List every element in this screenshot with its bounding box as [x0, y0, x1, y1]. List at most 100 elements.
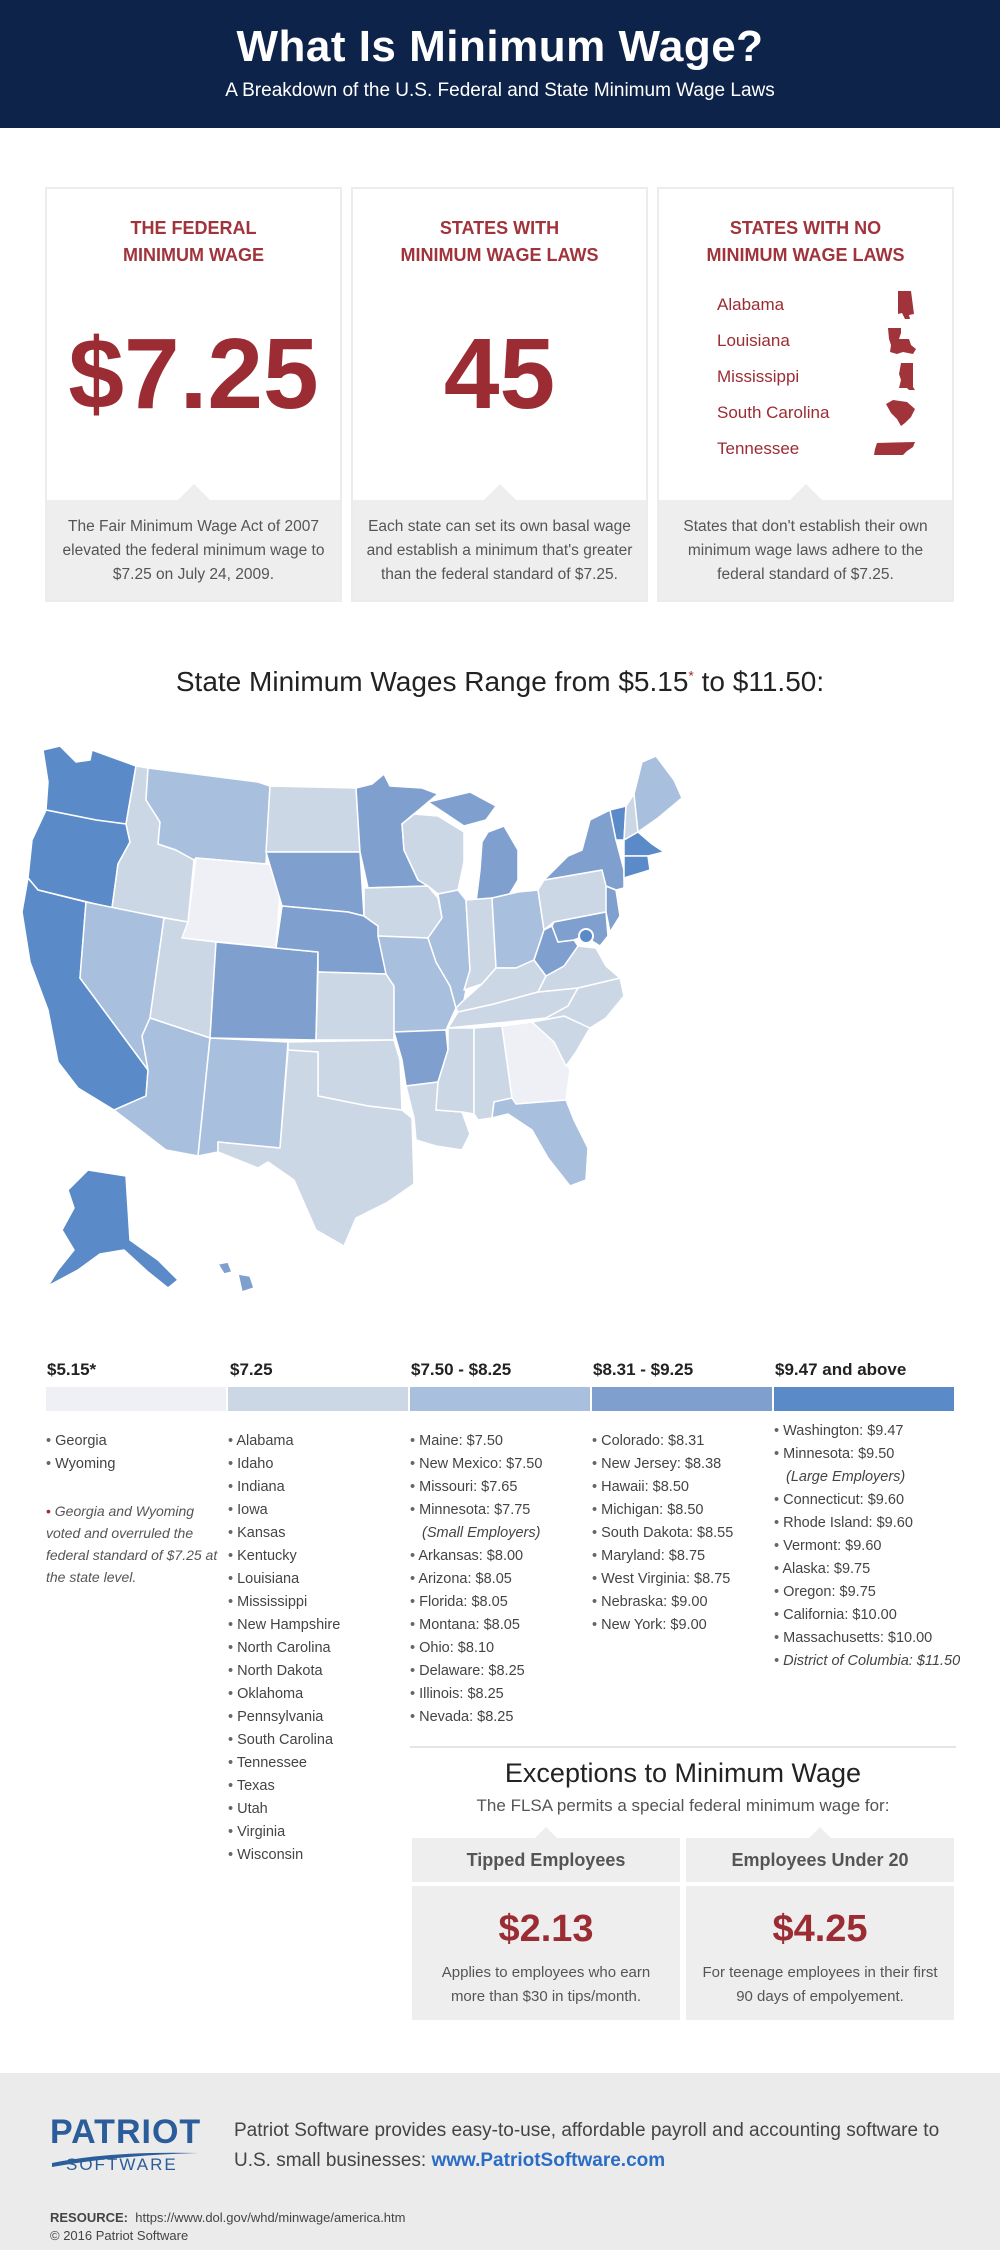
list-item: Oregon: $9.75 [774, 1581, 960, 1604]
states-no-laws-card: STATES WITH NO MINIMUM WAGE LAWS Alabama… [657, 187, 954, 602]
list-item: Massachusetts: $10.00 [774, 1627, 960, 1650]
list-item: Nevada: $8.25 [410, 1706, 542, 1729]
list-item: Louisiana [717, 323, 917, 359]
list-item: South Carolina [228, 1729, 340, 1752]
tipped-wage-value: $2.13 [498, 1908, 594, 1950]
list-item: Alabama [717, 287, 917, 323]
map-state-new-jersey [605, 885, 621, 933]
legend-tier4-list: Colorado: $8.31 New Jersey: $8.38 Hawaii… [592, 1430, 733, 1637]
tennessee-shape-icon [874, 442, 915, 455]
list-item: Montana: $8.05 [410, 1614, 542, 1637]
legend-tier3-label: $7.50 - $8.25 [411, 1360, 512, 1379]
list-item: Mississippi [228, 1591, 340, 1614]
map-state-maine [633, 755, 683, 833]
legend-tier3-swatch [410, 1387, 590, 1411]
list-item: Georgia [46, 1430, 115, 1453]
patriot-software-link[interactable]: www.PatriotSoftware.com [431, 2150, 666, 2171]
no-law-states-list: Alabama Louisiana Mississippi South Caro… [717, 287, 917, 467]
map-state-north-carolina [531, 977, 625, 1029]
page-header: What Is Minimum Wage? A Breakdown of the… [0, 0, 1000, 128]
list-item: Mississippi [717, 359, 917, 395]
list-item: Rhode Island: $9.60 [774, 1512, 960, 1535]
map-state-colorado [209, 941, 319, 1041]
patriot-logo[interactable]: PATRIOT [50, 2113, 202, 2151]
list-item: Arizona: $8.05 [410, 1568, 542, 1591]
map-state-new-york [543, 809, 625, 891]
list-item: Minnesota: $9.50 [774, 1443, 960, 1466]
legend-tier3-list: Maine: $7.50 New Mexico: $7.50 Missouri:… [410, 1430, 542, 1729]
resource-url[interactable]: https://www.dol.gov/whd/minwage/america.… [135, 2210, 406, 2225]
legend-tier1-list: Georgia Wyoming [46, 1430, 115, 1476]
page-title: What Is Minimum Wage? [236, 22, 764, 71]
map-state-alaska [47, 1169, 179, 1289]
states-with-laws-title: STATES WITH MINIMUM WAGE LAWS [400, 218, 599, 265]
logo-subtext: SOFTWARE [66, 2155, 178, 2174]
list-item: Arkansas: $8.00 [410, 1545, 542, 1568]
list-item: New Hampshire [228, 1614, 340, 1637]
list-item: Indiana [228, 1476, 340, 1499]
federal-wage-card: THE FEDERAL MINIMUM WAGE $7.25 The Fair … [45, 187, 342, 602]
list-item: South Dakota: $8.55 [592, 1522, 733, 1545]
under-20-box: Employees Under 20 $4.25 For teenage emp… [686, 1827, 954, 2020]
list-item: Missouri: $7.65 [410, 1476, 542, 1499]
list-item: Alabama [228, 1430, 340, 1453]
list-item: Vermont: $9.60 [774, 1535, 960, 1558]
states-with-laws-card: STATES WITH MINIMUM WAGE LAWS 45 Each st… [351, 187, 648, 602]
card-notch [789, 484, 822, 500]
mississippi-shape-icon [899, 363, 915, 390]
list-item: Tennessee [228, 1752, 340, 1775]
georgia-wyoming-footnote: Georgia and Wyoming voted and overruled … [46, 1500, 221, 1588]
list-item: Oklahoma [228, 1683, 340, 1706]
louisiana-shape-icon [888, 328, 916, 354]
divider [410, 1746, 956, 1748]
list-item: Florida: $8.05 [410, 1591, 542, 1614]
list-item: Connecticut: $9.60 [774, 1489, 960, 1512]
list-item: Utah [228, 1798, 340, 1821]
map-state-new-mexico [197, 1037, 289, 1157]
legend-tier2-list: Alabama Idaho Indiana Iowa Kansas Kentuc… [228, 1430, 340, 1867]
map-state-south-dakota [265, 851, 365, 917]
dc-marker [578, 928, 594, 944]
map-state-connecticut [623, 855, 651, 879]
list-item-note: (Large Employers) [786, 1469, 906, 1485]
list-item: Texas [228, 1775, 340, 1798]
list-item: Delaware: $8.25 [410, 1660, 542, 1683]
legend-tier2-label: $7.25 [230, 1360, 273, 1379]
list-item: Idaho [228, 1453, 340, 1476]
list-item: North Carolina [228, 1637, 340, 1660]
legend-tier4-swatch [592, 1387, 772, 1411]
us-minimum-wage-map [21, 745, 683, 1293]
exceptions-subtitle: The FLSA permits a special federal minim… [476, 1796, 890, 1815]
list-item-note: (Small Employers) [422, 1525, 541, 1541]
list-item: New Mexico: $7.50 [410, 1453, 542, 1476]
states-with-laws-description: Each state can set its own basal wage an… [353, 500, 646, 600]
list-item: South Carolina [717, 395, 917, 431]
list-item: District of Columbia: $11.50 [774, 1650, 960, 1673]
copyright: © 2016 Patriot Software [50, 2228, 189, 2243]
list-item: Ohio: $8.10 [410, 1637, 542, 1660]
south-carolina-shape-icon [886, 400, 915, 426]
page-footer: PATRIOT SOFTWARE Patriot Software provid… [0, 2073, 1000, 2250]
list-item: Louisiana [228, 1568, 340, 1591]
states-no-laws-title: STATES WITH NO MINIMUM WAGE LAWS [706, 218, 905, 265]
resource-line: RESOURCE: https://www.dol.gov/whd/minwag… [50, 2210, 406, 2225]
alabama-shape-icon [898, 291, 914, 319]
list-item: Wyoming [46, 1453, 115, 1476]
list-item: Tennessee [717, 431, 917, 467]
list-item: Pennsylvania [228, 1706, 340, 1729]
map-state-hawaii [217, 1261, 255, 1293]
list-item: Washington: $9.47 [774, 1420, 960, 1443]
list-item: Wisconsin [228, 1844, 340, 1867]
legend-tier1-label: $5.15* [47, 1360, 97, 1379]
under-20-heading: Employees Under 20 [686, 1827, 954, 1882]
exceptions-title: Exceptions to Minimum Wage [504, 1758, 862, 1788]
map-state-kansas [315, 971, 395, 1041]
list-item: Nebraska: $9.00 [592, 1591, 733, 1614]
federal-card-description: The Fair Minimum Wage Act of 2007 elevat… [47, 500, 340, 600]
list-item: Maine: $7.50 [410, 1430, 542, 1453]
footer-description: Patriot Software provides easy-to-use, a… [234, 2120, 940, 2171]
states-no-laws-description: States that don't establish their own mi… [659, 500, 952, 600]
federal-card-title: THE FEDERAL MINIMUM WAGE [123, 218, 264, 265]
list-item: Hawaii: $8.50 [592, 1476, 733, 1499]
federal-wage-value: $7.25 [68, 318, 319, 430]
